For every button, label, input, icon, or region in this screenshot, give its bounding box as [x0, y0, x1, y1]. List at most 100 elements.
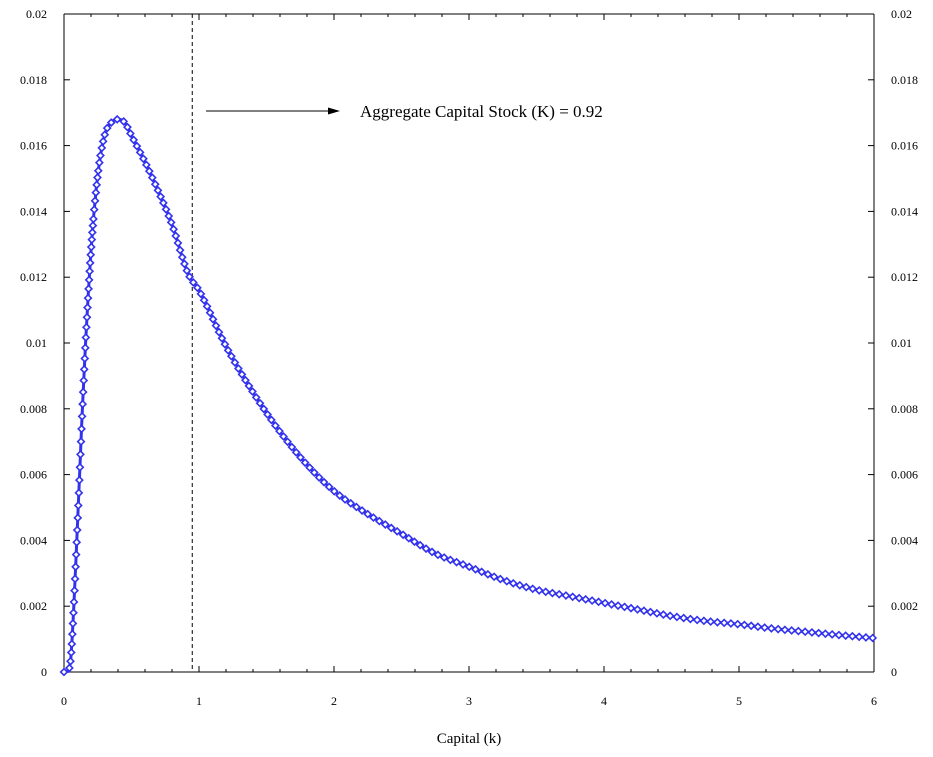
- series-marker: [141, 160, 151, 170]
- x-tick-label: 2: [331, 694, 337, 708]
- series-marker: [70, 586, 79, 596]
- series-marker: [158, 198, 168, 208]
- series-marker: [100, 130, 110, 140]
- series-marker: [70, 574, 80, 584]
- series-marker: [173, 238, 183, 248]
- series-marker: [275, 426, 284, 436]
- series-marker: [868, 633, 878, 643]
- series-marker: [746, 621, 756, 631]
- series-marker: [188, 278, 198, 287]
- series-marker: [69, 597, 79, 607]
- series-marker: [138, 154, 148, 164]
- series-marker: [665, 611, 675, 621]
- series-marker: [153, 185, 163, 195]
- series-marker: [86, 250, 96, 260]
- series-marker: [119, 116, 129, 126]
- series-marker: [658, 610, 668, 620]
- series-marker: [182, 266, 192, 276]
- series-marker: [76, 449, 85, 459]
- series-marker: [82, 312, 92, 322]
- series-marker: [244, 381, 254, 391]
- series-marker: [502, 576, 512, 586]
- series-marker: [147, 173, 157, 183]
- series-marker: [64, 663, 74, 673]
- annotation-arrowhead: [328, 107, 340, 115]
- series-marker: [363, 509, 373, 519]
- series-marker: [515, 580, 525, 590]
- series-marker: [230, 358, 240, 367]
- series-marker: [471, 564, 480, 574]
- y-tick-label-left: 0.004: [20, 533, 47, 547]
- series-marker: [814, 628, 824, 638]
- series-marker: [83, 293, 93, 303]
- series-marker: [78, 387, 88, 397]
- series-marker: [88, 214, 98, 224]
- series-marker: [171, 231, 181, 241]
- series-marker: [464, 562, 474, 572]
- series-marker: [93, 166, 103, 176]
- series-marker: [692, 615, 702, 625]
- y-ticks-left: 0 0.002 0.004 0.006 0.008 0.01 0.012 0.014 0.016…: [20, 7, 70, 679]
- series-marker: [646, 607, 655, 617]
- series-marker: [177, 252, 187, 262]
- series-marker: [283, 437, 292, 447]
- y-tick-label-left: 0.014: [20, 204, 47, 218]
- series-marker: [93, 173, 102, 182]
- series-marker: [217, 333, 227, 343]
- series-marker: [59, 667, 69, 677]
- y-tick-label-left: 0.006: [20, 468, 47, 482]
- y-tick-label-left: 0.012: [20, 270, 47, 284]
- series-marker: [79, 376, 89, 385]
- series-marker: [296, 453, 305, 462]
- y-tick-label-right: 0.012: [891, 270, 918, 284]
- series-marker: [626, 603, 636, 613]
- series-marker: [340, 495, 350, 504]
- series-marker: [248, 387, 257, 396]
- series-marker: [80, 343, 90, 353]
- y-tick-label-left: 0.016: [20, 139, 47, 153]
- series-marker: [335, 491, 345, 500]
- series-marker: [72, 537, 82, 547]
- series-marker: [699, 616, 709, 626]
- series-marker: [433, 550, 443, 560]
- series-marker: [263, 410, 273, 419]
- series-marker: [439, 553, 449, 562]
- series-marker: [329, 486, 339, 496]
- series-marker: [534, 585, 544, 595]
- series-marker: [561, 591, 571, 600]
- y-ticks-right: 0 0.002 0.004 0.006 0.008 0.01 0.012 0.014 0.016…: [868, 7, 918, 679]
- series-marker: [554, 589, 564, 599]
- series-marker: [77, 411, 87, 421]
- series-marker: [90, 196, 100, 206]
- series-marker: [223, 345, 233, 355]
- y-tick-label-right: 0.018: [891, 73, 918, 87]
- series-marker: [81, 333, 91, 342]
- series-marker: [81, 322, 91, 332]
- series-marker: [132, 141, 142, 151]
- series-marker: [199, 295, 209, 305]
- series-marker: [226, 351, 236, 361]
- series-marker: [96, 151, 105, 160]
- x-axis-title: Capital (k): [437, 731, 502, 747]
- series-marker: [600, 598, 610, 608]
- series-marker: [719, 618, 729, 628]
- series-marker: [279, 432, 288, 441]
- series-marker: [374, 516, 384, 526]
- series-marker: [841, 631, 851, 641]
- series-marker: [477, 567, 487, 577]
- series-marker: [613, 601, 623, 611]
- series-marker: [66, 656, 75, 666]
- series-marker: [161, 204, 171, 214]
- series-marker: [807, 627, 817, 637]
- series-marker: [78, 399, 88, 409]
- series-marker: [80, 354, 90, 363]
- series-marker: [92, 180, 102, 190]
- series-marker: [185, 272, 194, 282]
- series-marker: [241, 375, 250, 385]
- x-tick-label: 4: [601, 694, 607, 708]
- series-markers: [59, 114, 878, 677]
- x-tick-label: 3: [466, 694, 472, 708]
- y-tick-label-right: 0.016: [891, 139, 918, 153]
- series-marker: [67, 639, 77, 649]
